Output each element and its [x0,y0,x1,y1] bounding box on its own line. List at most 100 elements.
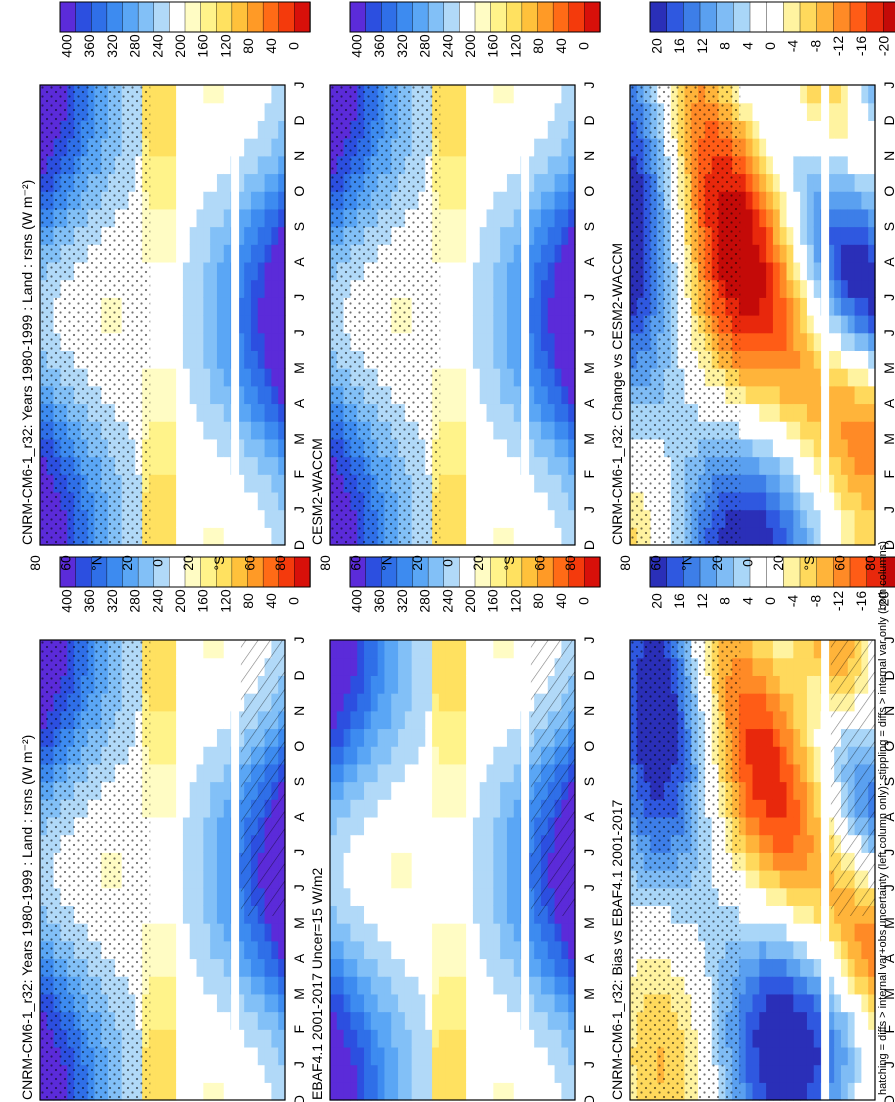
heatmap-cell [480,711,487,729]
heatmap-cell [466,1082,473,1100]
heatmap-cell [203,764,210,782]
heatmap-cell [487,923,494,941]
heatmap-cell [224,350,231,368]
heatmap-cell [371,870,378,888]
heatmap-cell [330,640,337,658]
missing-data-strip [521,640,529,1100]
heatmap-cell [487,852,494,870]
heatmap-cell [746,640,753,658]
heatmap-cell [753,1047,760,1065]
heatmap-cell [493,905,500,923]
heatmap-cell [507,85,514,103]
heatmap-cell [169,640,176,658]
heatmap-cell [459,492,466,510]
heatmap-cell [183,658,190,676]
heatmap-cell [405,640,412,658]
heatmap-cell [344,958,351,976]
heatmap-cell [163,658,170,676]
heatmap-cell [514,492,521,510]
heatmap-cell [446,658,453,676]
heatmap-cell [487,297,494,315]
heatmap-cell [271,386,278,404]
heatmap-cell [507,421,514,439]
heatmap-cell [473,138,480,156]
heatmap-cell [251,103,258,121]
heatmap-cell [412,640,419,658]
heatmap-cell [405,941,412,959]
heatmap-cell [807,941,814,959]
heatmap-cell [183,958,190,976]
colorbar-swatch [428,2,444,32]
heatmap-cell [561,421,568,439]
heatmap-cell [224,103,231,121]
month-tick-label: D [291,540,307,550]
colorbar-swatch [107,2,123,32]
heatmap-cell [500,191,507,209]
heatmap-cell [344,746,351,764]
heatmap-cell [271,994,278,1012]
heatmap-cell [507,728,514,746]
heatmap-cell [169,386,176,404]
heatmap-cell [412,782,419,800]
heatmap-cell [176,120,183,138]
heatmap-cell [425,746,432,764]
heatmap-cell [217,421,224,439]
heatmap-cell [176,492,183,510]
heatmap-cell [759,658,766,676]
heatmap-cell [432,870,439,888]
heatmap-cell [412,1029,419,1047]
heatmap-cell [418,870,425,888]
heatmap-cell [197,350,204,368]
heatmap-cell [163,1029,170,1047]
heatmap-cell [163,280,170,298]
month-tick-label: A [291,398,307,408]
heatmap-cell [163,386,170,404]
heatmap-cell [163,474,170,492]
lat-tick-label: °S [211,556,227,571]
heatmap-cell [561,103,568,121]
colorbar-swatch [185,2,201,32]
heatmap-cell [473,835,480,853]
heatmap-cell [800,976,807,994]
heatmap-cell [210,138,217,156]
heatmap-cell [793,1047,800,1065]
heatmap-cell [480,209,487,227]
heatmap-cell [453,510,460,528]
heatmap-cell [493,958,500,976]
heatmap-cell [412,852,419,870]
heatmap-cell [746,817,753,835]
heatmap-cell [507,852,514,870]
heatmap-cell [183,403,190,421]
heatmap-cell [258,262,265,280]
heatmap-cell [217,368,224,386]
heatmap-cell [217,315,224,333]
heatmap-cell [473,905,480,923]
heatmap-cell [561,976,568,994]
heatmap-cell [453,191,460,209]
heatmap-cell [398,711,405,729]
month-tick-label: D [291,1095,307,1102]
heatmap-cell [190,640,197,658]
heatmap-cell [190,156,197,174]
heatmap-cell [473,728,480,746]
heatmap-cell [197,156,204,174]
heatmap-cell [244,976,251,994]
colorbar-tick-label: 240 [149,34,165,58]
heatmap-cell [258,457,265,475]
heatmap-cell [500,923,507,941]
heatmap-cell [344,764,351,782]
heatmap-cell [473,870,480,888]
heatmap-cell [459,474,466,492]
heatmap-cell [330,782,337,800]
heatmap-cell [197,976,204,994]
heatmap-cell [500,1047,507,1065]
colorbar-tick-label: 80 [530,593,546,609]
heatmap-cell [210,510,217,528]
heatmap-cell [453,1029,460,1047]
heatmap-cell [169,870,176,888]
heatmap-cell [439,675,446,693]
heatmap-cell [398,994,405,1012]
heatmap-cell [793,746,800,764]
heatmap-cell [534,457,541,475]
heatmap-cell [265,262,272,280]
